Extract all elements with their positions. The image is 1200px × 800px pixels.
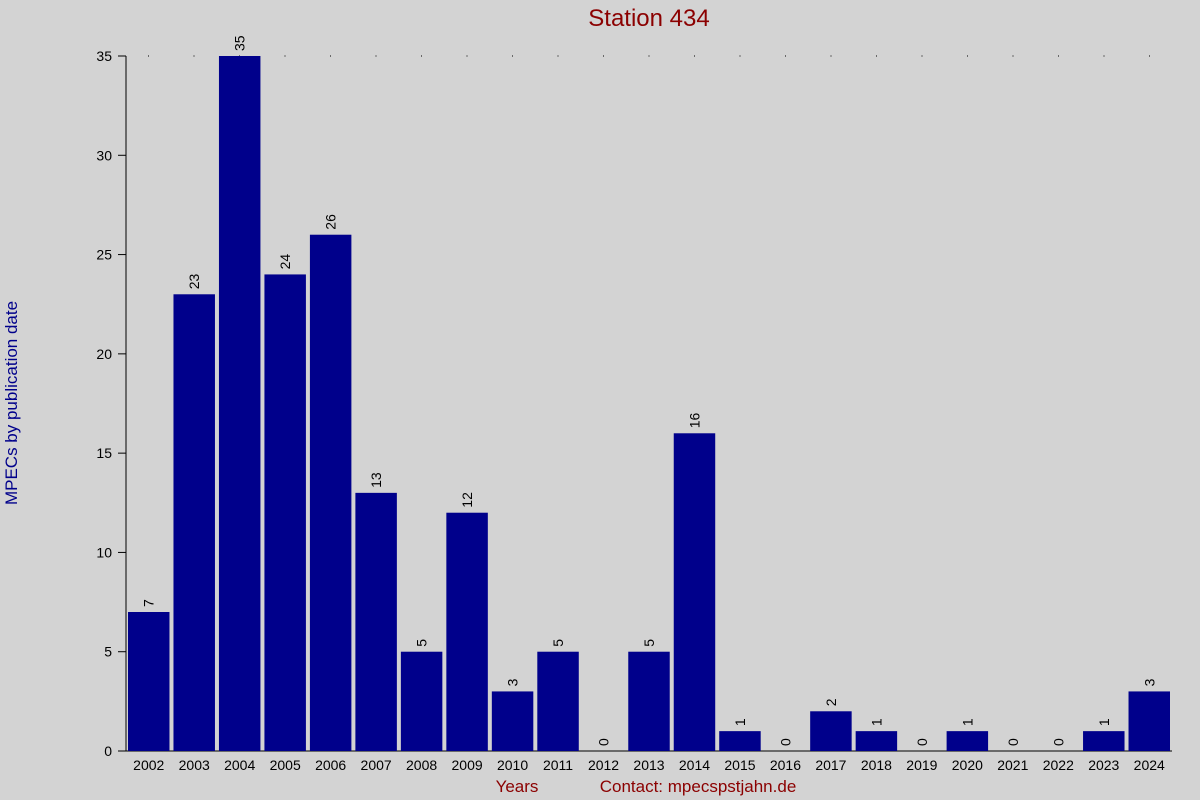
value-label: 1	[959, 718, 975, 726]
x-tick-label: 2007	[361, 757, 392, 773]
x-tick-label: 2019	[906, 757, 937, 773]
footer: Contact: mpecspstjahn.de	[600, 777, 797, 796]
bar	[810, 711, 852, 751]
y-tick-label: 15	[96, 445, 112, 461]
bar	[1083, 731, 1125, 751]
y-tick-label: 0	[104, 743, 112, 759]
value-label: 26	[323, 214, 339, 230]
value-label: 7	[141, 599, 157, 607]
value-label: 1	[868, 718, 884, 726]
bar	[537, 651, 579, 751]
y-tick-label: 20	[96, 346, 112, 362]
x-tick-label: 2016	[770, 757, 801, 773]
x-tick-label: 2006	[315, 757, 346, 773]
value-label: 1	[732, 718, 748, 726]
bar	[1128, 691, 1170, 751]
x-tick-label: 2015	[724, 757, 755, 773]
x-tick-label: 2004	[224, 757, 255, 773]
value-label: 5	[414, 639, 430, 647]
x-tick-label: 2012	[588, 757, 619, 773]
y-tick-label: 10	[96, 544, 112, 560]
x-tick-label: 2002	[133, 757, 164, 773]
x-tick-label: 2008	[406, 757, 437, 773]
y-tick-label: 5	[104, 644, 112, 660]
bar	[264, 274, 306, 751]
x-tick-label: 2013	[633, 757, 664, 773]
value-label: 5	[641, 639, 657, 647]
x-tick-label: 2020	[952, 757, 983, 773]
bar	[128, 612, 170, 751]
value-label: 0	[914, 738, 930, 746]
value-label: 16	[686, 412, 702, 428]
bar	[400, 651, 443, 751]
y-tick-label: 30	[96, 147, 112, 163]
x-tick-label: 2003	[179, 757, 210, 773]
value-label: 3	[1141, 678, 1157, 686]
chart-title: Station 434	[588, 5, 709, 32]
x-tick-label: 2017	[815, 757, 846, 773]
x-tick-label: 2018	[861, 757, 892, 773]
value-label: 2	[823, 698, 839, 706]
value-label: 5	[550, 639, 566, 647]
x-axis-label: Years	[496, 777, 539, 796]
x-tick-label: 2023	[1088, 757, 1119, 773]
x-tick-label: 2024	[1134, 757, 1165, 773]
x-tick-label: 2009	[452, 757, 483, 773]
bar	[673, 433, 716, 751]
x-tick-label: 2014	[679, 757, 710, 773]
x-tick-label: 2021	[997, 757, 1028, 773]
value-label: 12	[459, 492, 475, 508]
bar	[446, 512, 488, 751]
value-label: 24	[277, 254, 293, 270]
bar	[719, 731, 761, 751]
bar	[491, 691, 534, 751]
value-label: 0	[596, 738, 612, 746]
x-tick-label: 2022	[1043, 757, 1074, 773]
bar	[309, 234, 352, 751]
value-label: 13	[368, 472, 384, 488]
bar	[628, 651, 670, 751]
y-tick-label: 25	[96, 247, 112, 263]
bar	[946, 731, 989, 751]
bar	[218, 56, 261, 751]
value-label: 3	[505, 678, 521, 686]
value-label: 1	[1096, 718, 1112, 726]
y-axis-label: MPECs by publication date	[2, 301, 21, 505]
bar	[855, 731, 898, 751]
bar	[173, 294, 215, 751]
value-label: 0	[1050, 738, 1066, 746]
value-label: 23	[186, 273, 202, 289]
value-label: 35	[232, 35, 248, 51]
x-tick-label: 2010	[497, 757, 528, 773]
x-tick-label: 2005	[270, 757, 301, 773]
value-label: 0	[1005, 738, 1021, 746]
bar	[355, 492, 397, 751]
x-tick-label: 2011	[543, 757, 573, 773]
value-label: 0	[777, 738, 793, 746]
y-tick-label: 35	[96, 48, 112, 64]
